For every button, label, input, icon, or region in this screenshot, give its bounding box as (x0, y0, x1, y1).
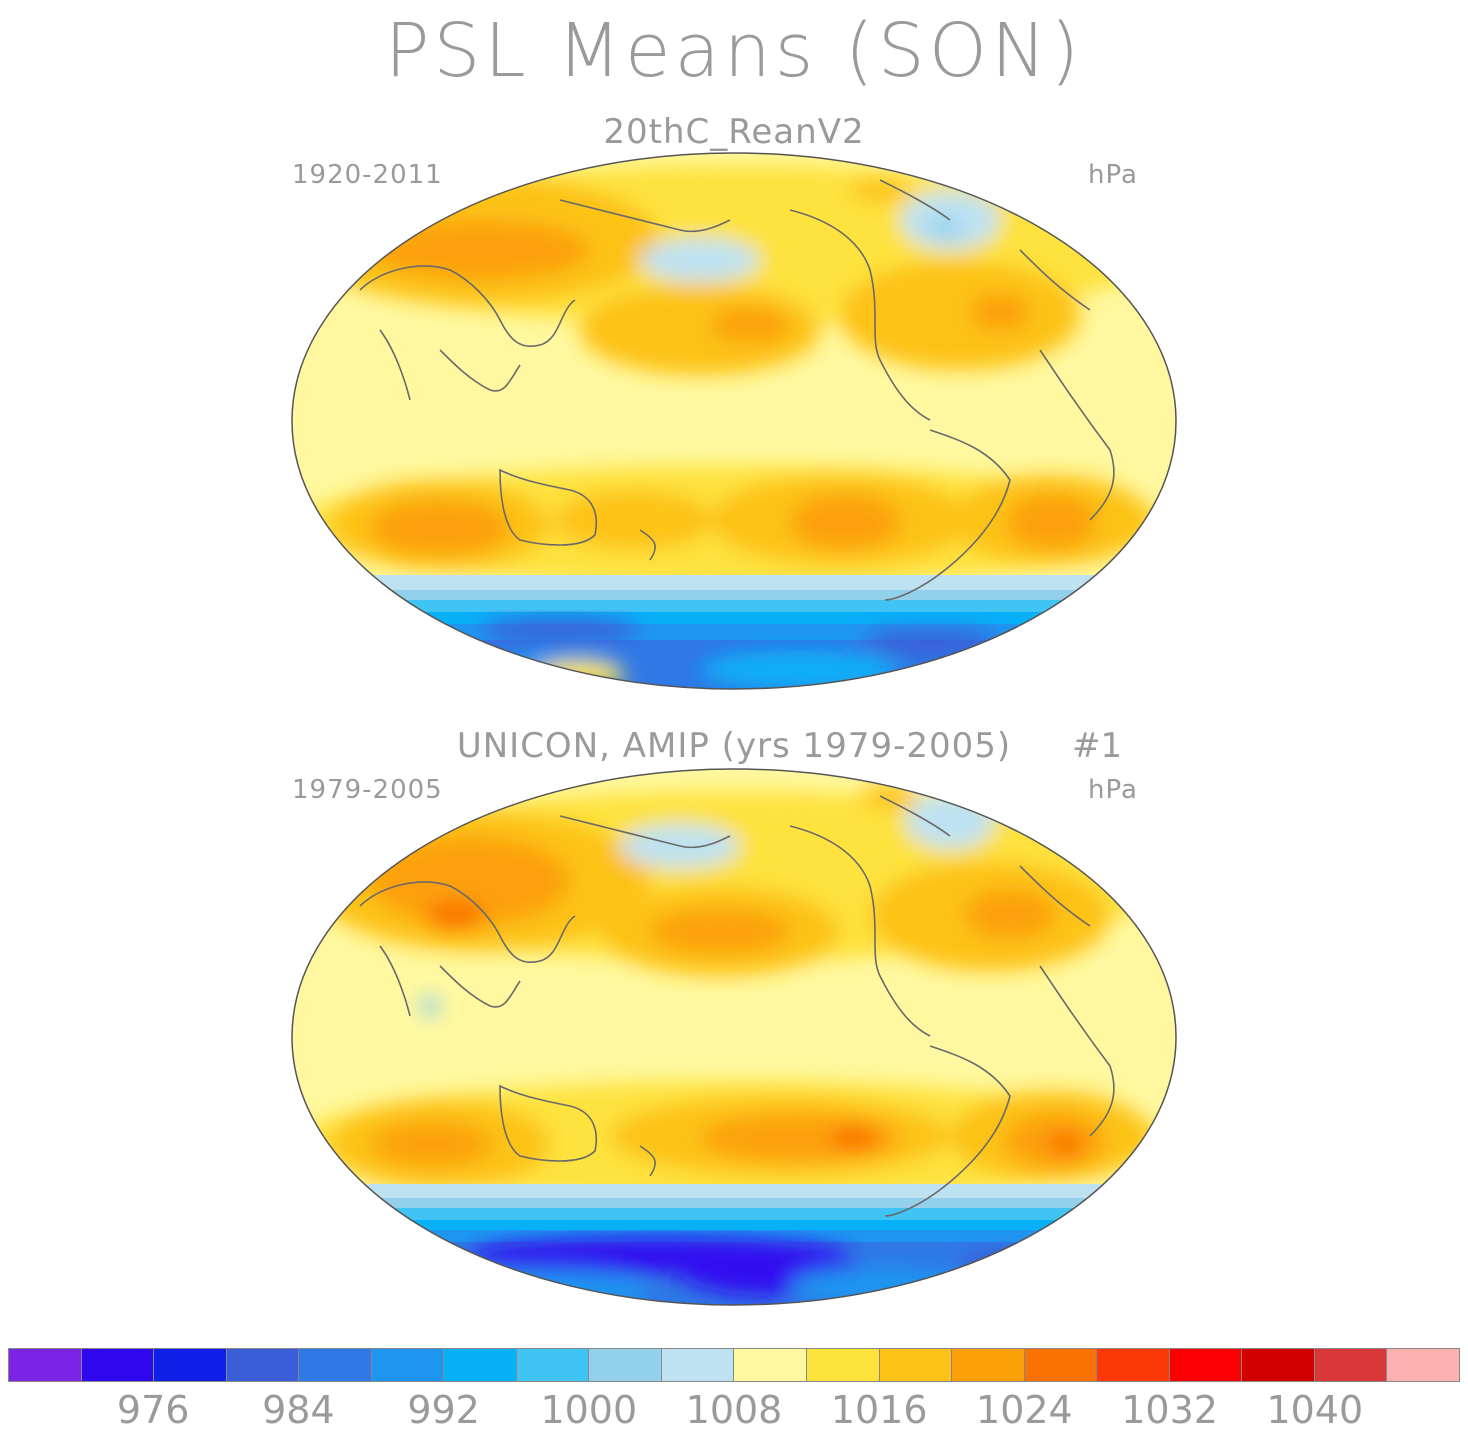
colorbar-label: 984 (262, 1388, 335, 1432)
panel1-subtitle: 20thC_ReanV2 (603, 112, 865, 152)
colorbar-box (1386, 1348, 1460, 1382)
colorbar-box (370, 1348, 444, 1382)
colorbar-box (588, 1348, 661, 1382)
panel1-map (0, 150, 1468, 700)
colorbar-box (153, 1348, 226, 1382)
colorbar-box (1168, 1348, 1242, 1382)
colorbar (8, 1348, 1460, 1382)
colorbar-box (1313, 1348, 1387, 1382)
colorbar-label: 1000 (540, 1388, 638, 1432)
colorbar-box (660, 1348, 734, 1382)
panel1-period: 1920-2011 (292, 160, 443, 190)
colorbar-box (806, 1348, 879, 1382)
panel2-map (0, 766, 1468, 1316)
colorbar-box (8, 1348, 81, 1382)
colorbar-box (225, 1348, 299, 1382)
colorbar-box (1023, 1348, 1097, 1382)
colorbar-box (951, 1348, 1024, 1382)
panel2-period: 1979-2005 (292, 775, 443, 805)
panel2-run-tag: #1 (1072, 726, 1123, 766)
colorbar-box (733, 1348, 807, 1382)
colorbar-label: 1040 (1266, 1388, 1364, 1432)
colorbar-box (80, 1348, 154, 1382)
colorbar-box (878, 1348, 952, 1382)
colorbar-box (515, 1348, 589, 1382)
colorbar-label: 1032 (1121, 1388, 1218, 1432)
colorbar-label: 1008 (685, 1388, 783, 1432)
colorbar-box (298, 1348, 371, 1382)
panel1-units: hPa (1088, 160, 1138, 190)
colorbar-label: 1024 (976, 1388, 1073, 1432)
colorbar-label: 1016 (830, 1388, 928, 1432)
panel2-subtitle: UNICON, AMIP (yrs 1979-2005) (456, 726, 1012, 766)
colorbar-label: 976 (116, 1388, 190, 1432)
colorbar-box (443, 1348, 516, 1382)
colorbar-box (1241, 1348, 1314, 1382)
panel2-units: hPa (1088, 775, 1138, 805)
colorbar-box (1096, 1348, 1169, 1382)
figure-title: PSL Means (SON) (384, 8, 1084, 94)
colorbar-label: 992 (407, 1388, 480, 1432)
